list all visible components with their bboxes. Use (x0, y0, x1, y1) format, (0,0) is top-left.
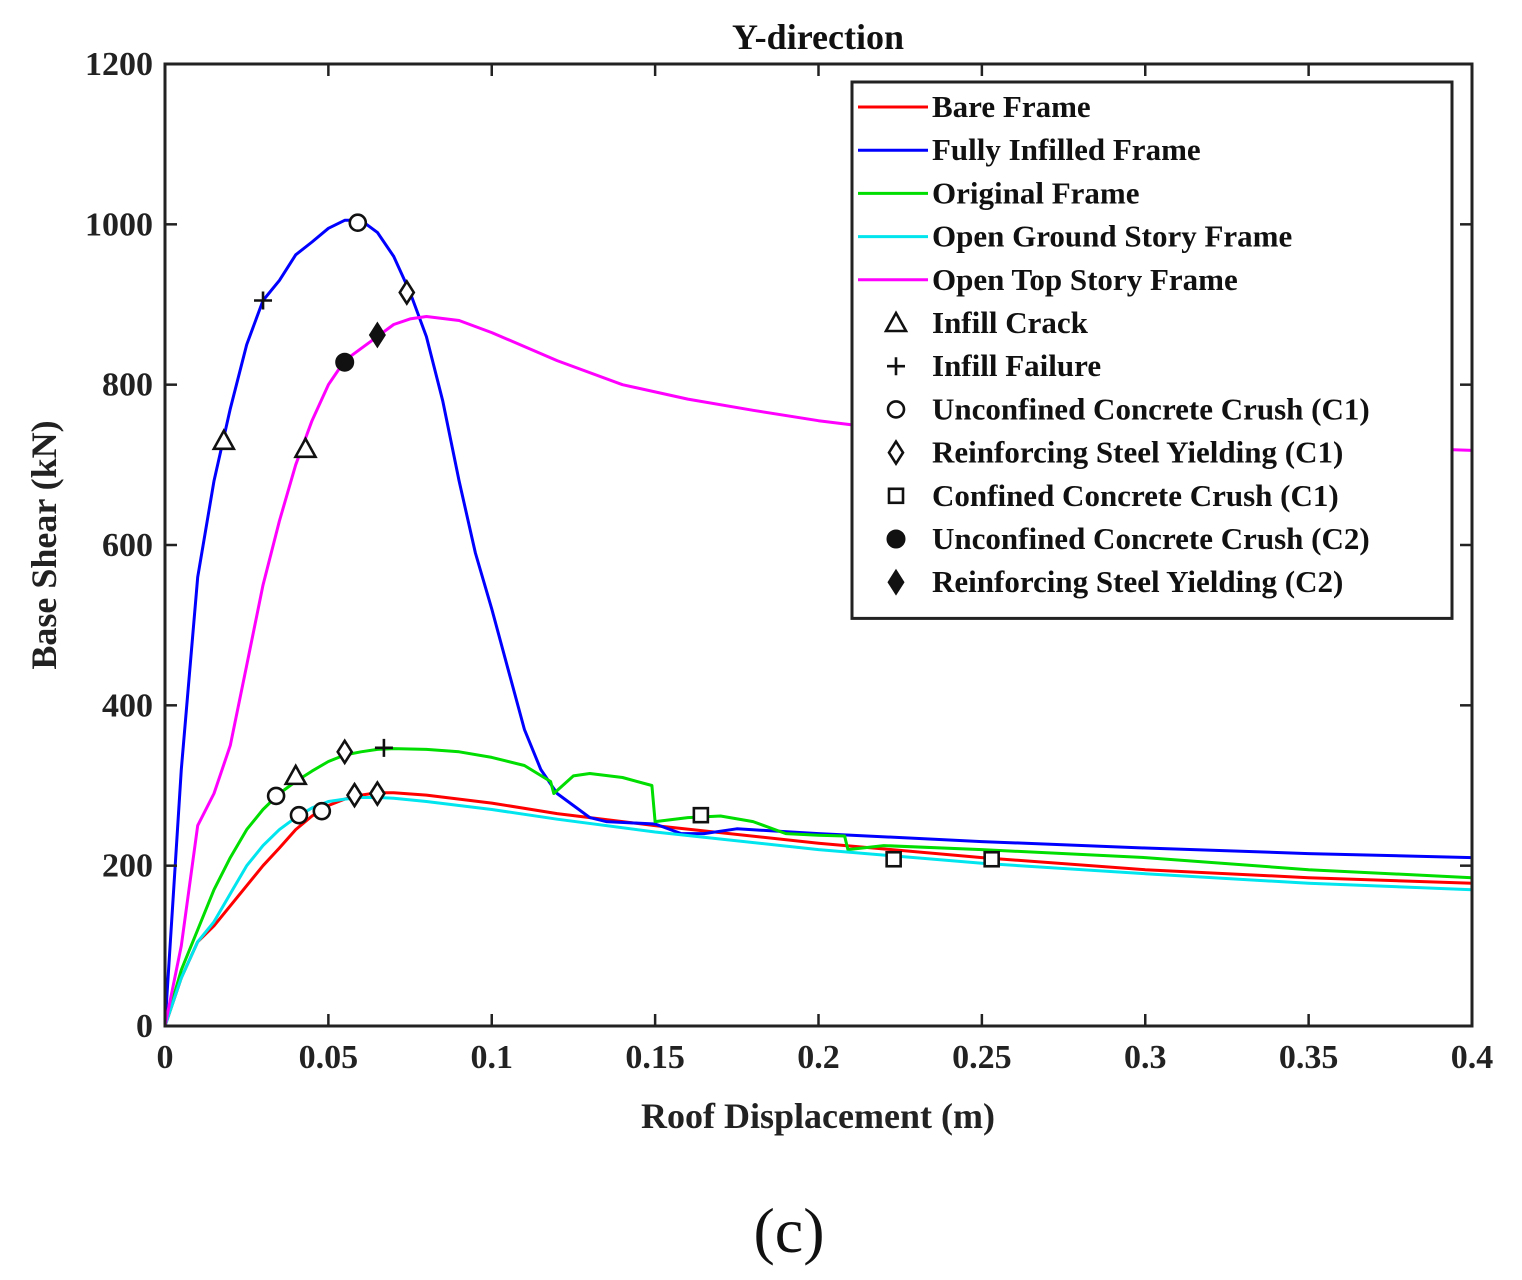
legend-marker (887, 568, 905, 596)
legend-label: Infill Crack (932, 305, 1089, 340)
marker-infill-failure (374, 738, 393, 757)
marker-unconfined-concrete-crush-c1 (266, 786, 286, 806)
legend-label: Reinforcing Steel Yielding (C2) (932, 564, 1343, 599)
legend-marker (886, 529, 906, 549)
axis-ticks: 0 0.05 0.1 0.15 0.2 0.25 0.3 0.35 0.4 0 200 400 600 8… (85, 46, 1493, 1076)
chart-title: Y-direction (732, 17, 904, 57)
legend-item-fully-infilled-frame: Fully Infilled Frame (858, 132, 1201, 167)
legend-item-confined-concrete-crush-c1: Confined Concrete Crush (C1) (887, 478, 1339, 513)
y-tick-label: 1200 (85, 46, 153, 83)
legend-label: Original Frame (932, 175, 1139, 210)
x-tick-label: 0.35 (1279, 1039, 1339, 1076)
series-line-original-frame (165, 747, 1472, 1026)
marker-unconfined-concrete-crush-c1 (289, 805, 309, 825)
panel-label: (c) (753, 1195, 824, 1266)
y-tick-label: 400 (102, 687, 153, 724)
legend-item-unconfined-concrete-crush-c2: Unconfined Concrete Crush (C2) (886, 521, 1370, 556)
legend-label: Infill Failure (932, 348, 1101, 383)
legend-marker (883, 310, 909, 333)
marker-unconfined-concrete-crush-c1 (312, 801, 332, 821)
x-tick-label: 0.3 (1124, 1039, 1167, 1076)
event-markers (211, 213, 1000, 868)
series-line-bare-frame (165, 791, 1472, 1026)
legend-item-bare-frame: Bare Frame (858, 89, 1091, 124)
marker-reinforcing-steel-yielding-c1 (345, 781, 364, 809)
x-tick-label: 0.4 (1451, 1039, 1494, 1076)
legend-marker (887, 439, 905, 467)
y-tick-label: 800 (102, 367, 153, 404)
legend-item-infill-crack: Infill Crack (883, 305, 1089, 340)
y-tick-label: 0 (136, 1008, 153, 1045)
plot-area (165, 213, 1472, 1026)
legend-label: Confined Concrete Crush (C1) (932, 478, 1339, 513)
x-tick-label: 0.05 (299, 1039, 359, 1076)
marker-unconfined-concrete-crush-c1 (348, 213, 368, 233)
legend-label: Unconfined Concrete Crush (C1) (932, 391, 1370, 426)
marker-confined-concrete-crush-c1 (885, 850, 902, 868)
legend-item-reinforcing-steel-yielding-c2: Reinforcing Steel Yielding (C2) (887, 564, 1343, 599)
legend-label: Fully Infilled Frame (932, 132, 1201, 167)
marker-infill-crack (283, 763, 308, 786)
x-axis-title: Roof Displacement (m) (641, 1096, 995, 1136)
marker-unconfined-concrete-crush-c2 (335, 352, 355, 372)
marker-reinforcing-steel-yielding-c1 (368, 780, 386, 807)
legend-marker (887, 487, 905, 505)
legend-item-reinforcing-steel-yielding-c1: Reinforcing Steel Yielding (C1) (887, 435, 1343, 470)
x-tick-label: 0 (157, 1039, 174, 1076)
y-tick-label: 600 (102, 527, 153, 564)
y-tick-label: 1000 (85, 206, 153, 243)
marker-reinforcing-steel-yielding-c1 (398, 279, 416, 306)
legend-item-original-frame: Original Frame (858, 175, 1139, 210)
legend-label: Open Ground Story Frame (932, 219, 1292, 254)
x-tick-label: 0.1 (471, 1039, 514, 1076)
y-tick-label: 200 (102, 848, 153, 885)
legend-label: Unconfined Concrete Crush (C2) (932, 521, 1370, 556)
y-axis-title: Base Shear (kN) (24, 420, 64, 669)
marker-infill-failure (254, 291, 273, 310)
marker-infill-crack (211, 428, 237, 451)
marker-infill-crack (293, 436, 318, 459)
legend-marker (886, 400, 906, 419)
series-line-open-top-story-frame (165, 315, 1472, 1026)
marker-confined-concrete-crush-c1 (692, 806, 710, 824)
legend-item-infill-failure: Infill Failure (887, 348, 1101, 383)
x-tick-label: 0.2 (797, 1039, 840, 1076)
legend-box (850, 80, 1454, 620)
marker-confined-concrete-crush-c1 (983, 850, 1000, 868)
marker-reinforcing-steel-yielding-c1 (336, 738, 354, 766)
series-line-open-ground-story-frame (165, 796, 1472, 1026)
legend-item-open-top-story-frame: Open Top Story Frame (858, 262, 1238, 297)
legend-item-open-ground-story-frame: Open Ground Story Frame (858, 219, 1292, 254)
marker-reinforcing-steel-yielding-c2 (368, 321, 386, 349)
legend: Bare Frame Fully Infilled Frame Original F… (850, 80, 1454, 620)
legend-marker (887, 357, 905, 376)
x-tick-label: 0.25 (952, 1039, 1012, 1076)
x-tick-label: 0.15 (625, 1039, 685, 1076)
legend-label: Open Top Story Frame (932, 262, 1238, 297)
legend-label: Bare Frame (932, 89, 1091, 124)
legend-label: Reinforcing Steel Yielding (C1) (932, 435, 1343, 470)
legend-item-unconfined-concrete-crush-c1: Unconfined Concrete Crush (C1) (886, 391, 1370, 426)
